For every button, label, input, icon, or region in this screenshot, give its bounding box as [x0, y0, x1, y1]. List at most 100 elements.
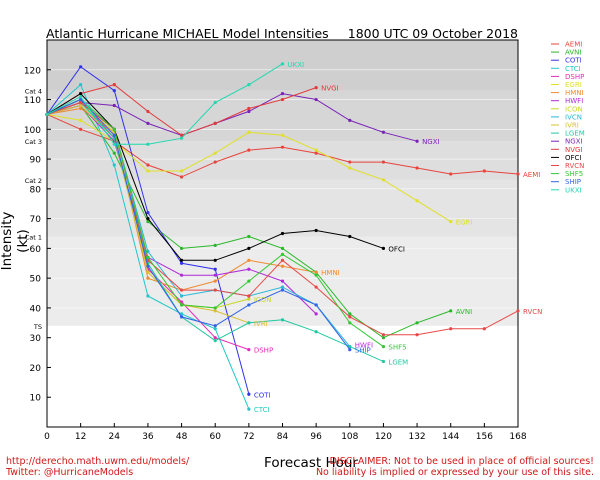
data-point: [516, 309, 520, 313]
data-point: [280, 252, 285, 256]
data-point: [348, 166, 352, 170]
data-point: [79, 91, 83, 96]
data-point: [415, 333, 419, 337]
data-point: [79, 83, 83, 87]
data-point: [213, 339, 217, 343]
data-point: [112, 151, 116, 155]
data-point: [280, 133, 285, 137]
footer-url[interactable]: http://derecho.math.uwm.edu/models/: [6, 456, 190, 467]
category-band: [47, 325, 518, 427]
data-point: [314, 330, 318, 334]
series-end-label: LGEM: [388, 359, 408, 367]
data-point: [314, 228, 318, 233]
data-point: [247, 106, 251, 111]
legend-entry: COTI: [565, 57, 582, 65]
data-point: [280, 91, 285, 96]
data-point: [415, 321, 419, 325]
data-point: [179, 175, 184, 179]
axes: 0 12 24 36 48 60 72 84 96 108 120 132 144 156 168 10 20 3…: [24, 39, 527, 442]
x-tick-label: 48: [176, 432, 188, 442]
data-point: [179, 273, 184, 277]
data-point: [381, 333, 386, 337]
data-point: [247, 130, 251, 134]
legend-entry: IVCN: [565, 113, 582, 121]
data-point: [146, 264, 150, 268]
data-point: [213, 258, 217, 262]
data-point: [213, 306, 217, 310]
data-point: [482, 327, 486, 331]
data-point: [112, 133, 116, 137]
series-end-label: DSHP: [254, 347, 273, 355]
data-point: [146, 219, 150, 224]
data-point: [247, 246, 251, 250]
series-end-label: UKXI: [288, 61, 305, 69]
data-point: [449, 172, 453, 176]
series-end-label: COTI: [254, 391, 271, 399]
data-point: [247, 321, 251, 325]
legend-entry: LGEM: [565, 130, 585, 138]
data-point: [247, 392, 251, 396]
legend-entry: DSHP: [565, 73, 584, 81]
series-end-label: CTCI: [254, 406, 270, 414]
x-tick-label: 72: [243, 432, 254, 442]
footer-twitter[interactable]: Twitter: @HurricaneModels: [6, 467, 134, 478]
data-point: [381, 359, 386, 364]
series-end-label: SHIP: [355, 347, 371, 355]
data-point: [247, 407, 251, 411]
data-point: [280, 231, 285, 236]
data-point: [146, 258, 150, 262]
footer-disclaimer: DISCLAIMER: Not to be used in place of o…: [316, 456, 594, 478]
y-tick-label: 70: [30, 215, 42, 225]
data-point: [213, 121, 217, 125]
series-end-label: AVNI: [456, 308, 472, 316]
data-point: [381, 130, 386, 134]
series-ship: [45, 97, 352, 352]
data-point: [314, 285, 318, 289]
data-point: [179, 315, 184, 319]
data-point: [179, 133, 184, 137]
data-point: [381, 160, 386, 164]
legend-entry: IVRI: [565, 122, 579, 130]
data-point: [179, 136, 184, 140]
data-point: [247, 294, 251, 298]
x-tick-label: 12: [75, 432, 86, 442]
data-point: [415, 139, 419, 143]
data-point: [247, 109, 251, 114]
data-point: [179, 261, 184, 265]
data-point: [314, 86, 318, 90]
x-tick-label: 156: [476, 432, 493, 442]
data-point: [213, 327, 217, 331]
data-point: [348, 118, 352, 122]
y-tick-label: 10: [30, 394, 42, 404]
data-point: [247, 258, 251, 262]
data-point: [179, 300, 184, 304]
series-end-label: ICON: [254, 296, 272, 304]
data-point: [213, 267, 217, 271]
data-point: [348, 312, 352, 316]
y-tick-label: 60: [30, 245, 42, 255]
data-point: [213, 309, 217, 313]
data-point: [146, 142, 150, 146]
data-point: [348, 315, 352, 319]
x-tick-label: 24: [109, 432, 121, 442]
data-point: [247, 267, 251, 271]
y-tick-label: 120: [24, 66, 41, 76]
data-point: [381, 246, 386, 250]
data-point: [381, 336, 386, 340]
x-tick-label: 108: [341, 432, 358, 442]
data-point: [516, 172, 520, 176]
data-point: [45, 112, 49, 117]
series-line: [46, 98, 351, 350]
series-ukxi: [45, 62, 285, 146]
data-point: [280, 264, 285, 268]
series-end-label: NVGI: [321, 85, 339, 93]
category-bands: TS Cat 1 Cat 2 Cat 3 Cat 4: [25, 40, 518, 427]
data-point: [146, 163, 150, 167]
data-point: [179, 288, 184, 292]
data-point: [146, 217, 150, 221]
y-tick-label: 30: [30, 334, 42, 344]
chart-timestamp: 1800 UTC 09 October 2018: [347, 26, 518, 41]
data-point: [247, 83, 251, 87]
chart-title: Atlantic Hurricane MICHAEL Model Intensi…: [46, 26, 329, 41]
disclaimer-line-1: DISCLAIMER: Not to be used in place of o…: [329, 456, 594, 467]
